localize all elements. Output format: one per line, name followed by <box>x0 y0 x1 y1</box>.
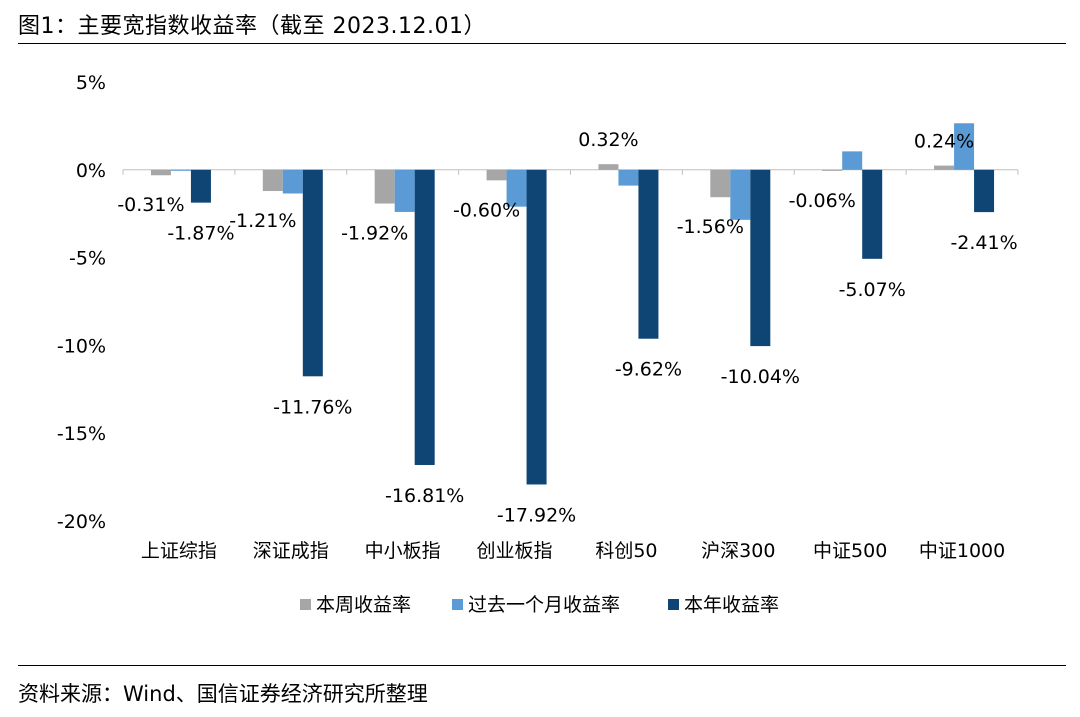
weekly-data-label: -1.92% <box>341 223 408 245</box>
y-tick-label: -20% <box>57 511 106 533</box>
bar-weekly <box>822 169 843 171</box>
bar-monthly <box>842 151 863 170</box>
category-label: 中证500 <box>813 540 887 562</box>
weekly-data-label: -1.56% <box>677 216 744 238</box>
category-label: 中小板指 <box>365 540 441 562</box>
bar-weekly <box>710 169 731 198</box>
weekly-data-label: -0.06% <box>789 190 856 212</box>
y-tick-label: 5% <box>76 72 106 94</box>
ytd-data-label: -16.81% <box>385 485 464 507</box>
legend-label: 本年收益率 <box>684 594 779 616</box>
bar-monthly <box>954 123 975 170</box>
ytd-data-label: -17.92% <box>497 504 576 526</box>
legend-swatch <box>452 599 463 610</box>
x-axis-categories: 上证综指 深证成指 中小板指 创业板指 科创50 沪深300 中证500 中证1000 <box>141 540 1005 562</box>
zero-line <box>122 169 1019 175</box>
bar-ytd <box>638 169 659 339</box>
ytd-data-label: -10.04% <box>721 366 800 388</box>
ytd-data-label: -9.62% <box>615 359 682 381</box>
y-tick-label: 0% <box>76 160 106 182</box>
legend-swatch <box>300 599 311 610</box>
legend-swatch <box>668 599 679 610</box>
bar-monthly <box>170 169 191 171</box>
bars <box>150 123 995 485</box>
bar-weekly <box>374 169 395 204</box>
weekly-data-label: -1.21% <box>229 210 296 232</box>
category-label: 上证综指 <box>141 540 217 562</box>
bar-ytd <box>414 169 435 465</box>
weekly-data-label: 0.24% <box>914 131 974 153</box>
bar-ytd <box>302 169 323 377</box>
bar-ytd <box>750 169 771 347</box>
source-note: 资料来源：Wind、国信证券经济研究所整理 <box>18 682 428 706</box>
bar-monthly <box>730 169 751 220</box>
bar-weekly <box>262 169 283 192</box>
category-label: 深证成指 <box>253 540 329 562</box>
bar-monthly <box>282 169 303 194</box>
category-label: 科创50 <box>595 540 657 562</box>
weekly-data-label: -0.31% <box>117 194 184 216</box>
y-tick-label: -5% <box>69 248 106 270</box>
bar-monthly <box>506 169 527 207</box>
category-label: 中证1000 <box>919 540 1005 562</box>
bar-weekly <box>934 165 955 170</box>
ytd-data-label: -5.07% <box>839 279 906 301</box>
y-tick-label: -15% <box>57 423 106 445</box>
bar-monthly <box>394 169 415 212</box>
bar-weekly <box>598 164 619 170</box>
y-axis: 5% 0% -5% -10% -15% -20% <box>57 72 106 533</box>
title-divider <box>18 43 1066 44</box>
bar-weekly <box>486 169 507 181</box>
ytd-data-label: -2.41% <box>950 232 1017 254</box>
legend-label: 过去一个月收益率 <box>468 594 620 616</box>
bar-monthly <box>618 169 639 186</box>
category-label: 创业板指 <box>477 540 553 562</box>
footer-divider <box>18 665 1066 666</box>
figure-title: 图1：主要宽指数收益率（截至 2023.12.01） <box>18 14 486 39</box>
bar-weekly <box>150 169 171 176</box>
bar-ytd <box>190 169 211 203</box>
y-tick-label: -10% <box>57 335 106 357</box>
bar-ytd <box>526 169 547 485</box>
weekly-data-label: 0.32% <box>578 129 638 151</box>
weekly-data-label: -0.60% <box>453 199 520 221</box>
legend: 本周收益率 过去一个月收益率 本年收益率 <box>300 594 779 616</box>
category-label: 沪深300 <box>701 540 775 562</box>
bar-ytd <box>862 169 883 259</box>
legend-label: 本周收益率 <box>316 594 411 616</box>
ytd-data-label: -11.76% <box>273 396 352 418</box>
bar-ytd <box>974 169 995 213</box>
ytd-data-label: -1.87% <box>167 223 234 245</box>
data-labels: -0.31% -1.21% -1.92% -0.60% 0.32% -1.56% -0.06… <box>117 129 1017 526</box>
